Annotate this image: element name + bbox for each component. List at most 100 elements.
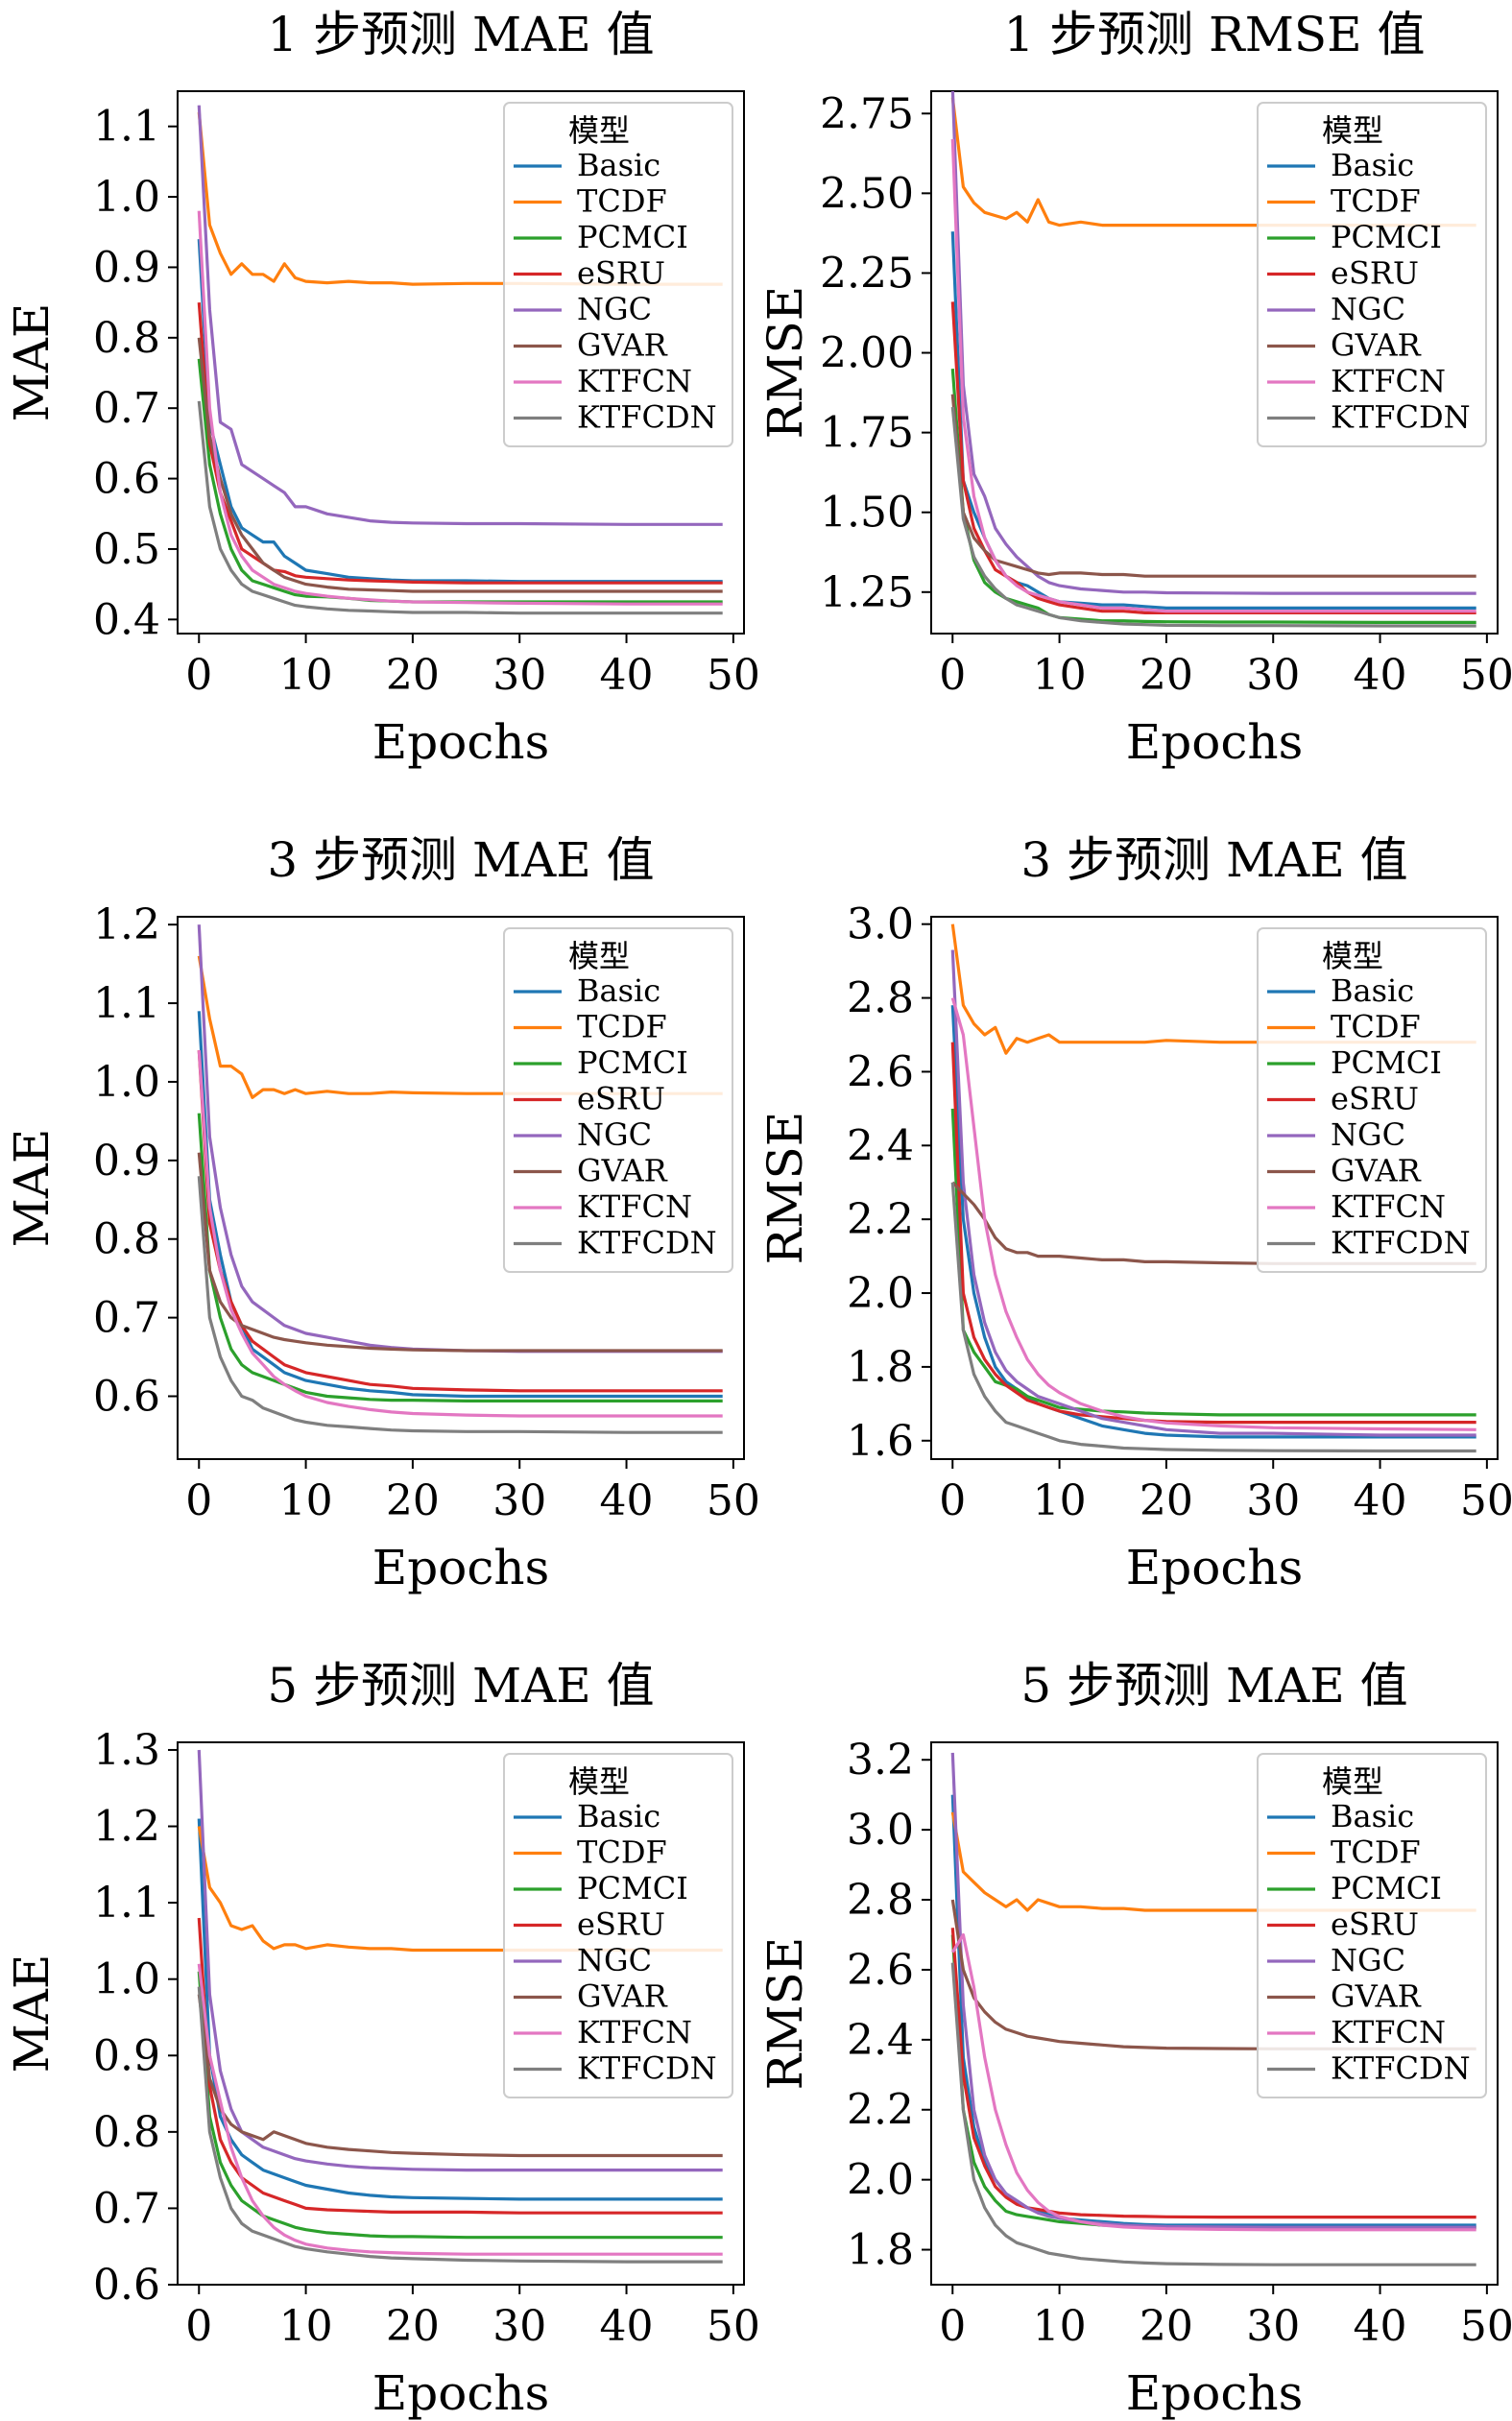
y-tick-label: 1.2 xyxy=(93,900,160,949)
y-axis-label: MAE xyxy=(4,1129,60,1248)
y-tick-label: 0.9 xyxy=(93,2031,160,2080)
legend-label: TCDF xyxy=(577,1834,667,1871)
series-line-ktfcn xyxy=(950,138,1476,613)
y-tick-label: 1.50 xyxy=(820,489,914,538)
series-group xyxy=(950,1752,1476,2266)
series-line-ktfcdn xyxy=(197,1176,723,1434)
legend-label: TCDF xyxy=(1331,1009,1421,1045)
legend-label: KTFCN xyxy=(1331,363,1446,399)
legend-label: Basic xyxy=(577,1798,660,1834)
series-line-ngc xyxy=(950,949,1476,1437)
plot-frame xyxy=(930,1741,1499,2286)
x-axis-label: Epochs xyxy=(372,2365,549,2421)
x-tick-label: 20 xyxy=(1140,1476,1193,1525)
legend-label: PCMCI xyxy=(1331,219,1442,255)
series-line-ktfcn xyxy=(950,1932,1476,2232)
x-tick-label: 50 xyxy=(1460,651,1512,700)
legend-label: NGC xyxy=(1331,291,1405,327)
legend-label: eSRU xyxy=(577,255,665,292)
x-tick-label: 40 xyxy=(600,651,654,700)
legend-label: NGC xyxy=(577,1942,652,1978)
y-tick-label: 2.50 xyxy=(820,169,914,218)
series-line-tcdf xyxy=(197,955,723,1099)
y-tick-label: 1.1 xyxy=(93,1879,160,1928)
chart-title: 1 步预测 MAE 值 xyxy=(267,7,654,62)
legend-title: 模型 xyxy=(568,938,630,974)
y-tick-label: 3.0 xyxy=(847,900,914,949)
x-tick-label: 0 xyxy=(185,1476,212,1525)
legend-label: KTFCDN xyxy=(1331,1225,1471,1261)
legend-label: PCMCI xyxy=(1331,1870,1442,1906)
series-line-esru xyxy=(197,301,723,585)
x-tick-label: 10 xyxy=(279,651,333,700)
legend-label: KTFCN xyxy=(577,1188,692,1225)
x-tick-label: 30 xyxy=(492,1476,546,1525)
legend-box xyxy=(1257,1753,1487,2098)
x-tick-label: 0 xyxy=(185,651,212,700)
x-tick-label: 0 xyxy=(185,2302,212,2351)
series-line-pcmci xyxy=(197,1113,723,1403)
legend-label: KTFCDN xyxy=(1331,399,1471,436)
legend-label: GVAR xyxy=(1331,327,1422,364)
legend-label: NGC xyxy=(577,1116,652,1153)
y-tick-label: 0.7 xyxy=(93,384,160,433)
series-line-ktfcdn xyxy=(950,1962,1476,2266)
x-tick-label: 10 xyxy=(279,2302,333,2351)
y-tick-label: 0.8 xyxy=(93,2108,160,2157)
chart-title: 1 步预测 RMSE 值 xyxy=(1003,7,1425,62)
chart-panel-2: 1 步预测 RMSE 值 0 10 20 30 40 50 1.25 1.50 1.75 2.00 2… xyxy=(757,7,1512,770)
series-line-pcmci xyxy=(950,1108,1476,1417)
y-tick-label: 2.2 xyxy=(847,2086,914,2135)
legend-box xyxy=(503,927,733,1273)
x-tick-label: 50 xyxy=(1460,1476,1512,1525)
legend-label: NGC xyxy=(577,291,652,327)
chart-title: 5 步预测 MAE 值 xyxy=(1020,1658,1407,1714)
y-tick-label: 0.5 xyxy=(93,525,160,574)
y-tick-label: 1.2 xyxy=(93,1803,160,1852)
y-tick-label: 2.00 xyxy=(820,329,914,378)
series-line-tcdf xyxy=(950,1811,1476,1912)
y-tick-label: 0.6 xyxy=(93,1372,160,1421)
series-line-ngc xyxy=(197,1749,723,2172)
series-line-ngc xyxy=(197,105,723,526)
y-tick-label: 2.25 xyxy=(820,249,914,298)
plot-frame xyxy=(930,916,1499,1460)
series-group xyxy=(950,91,1476,628)
series-line-gvar xyxy=(197,1994,723,2158)
y-tick-label: 2.6 xyxy=(847,1946,914,1995)
y-tick-label: 2.8 xyxy=(847,974,914,1023)
x-axis-label: Epochs xyxy=(1126,714,1303,770)
x-tick-label: 0 xyxy=(939,651,966,700)
series-group xyxy=(950,923,1476,1453)
series-line-gvar xyxy=(197,337,723,593)
y-tick-label: 1.8 xyxy=(847,1343,914,1392)
chart-panel-1: 1 步预测 MAE 值 0 10 20 30 40 50 0.4 0.5 0.6 0.7 0.8 0.9… xyxy=(4,7,760,770)
y-tick-label: 1.1 xyxy=(93,103,160,152)
legend-label: GVAR xyxy=(1331,1153,1422,1189)
series-line-ktfcdn xyxy=(950,406,1476,628)
series-line-ktfcdn xyxy=(197,400,723,615)
y-tick-label: 1.75 xyxy=(820,409,914,458)
x-tick-label: 50 xyxy=(707,651,760,700)
series-line-pcmci xyxy=(197,1971,723,2240)
legend-label: PCMCI xyxy=(577,1870,688,1906)
legend-label: KTFCDN xyxy=(1331,2050,1471,2087)
x-tick-label: 40 xyxy=(1354,651,1407,700)
series-line-ktfcn xyxy=(197,1963,723,2256)
series-line-ktfcn xyxy=(197,210,723,606)
legend-label: eSRU xyxy=(577,1081,665,1117)
series-line-esru xyxy=(950,1042,1476,1425)
legend-label: NGC xyxy=(1331,1116,1405,1153)
series-line-ngc xyxy=(950,1752,1476,2229)
y-tick-label: 2.6 xyxy=(847,1047,914,1096)
y-tick-label: 0.8 xyxy=(93,1215,160,1264)
x-tick-label: 20 xyxy=(1140,2302,1193,2351)
series-line-tcdf xyxy=(950,97,1476,228)
x-tick-label: 30 xyxy=(1246,1476,1300,1525)
chart-panel-5: 5 步预测 MAE 值 0 10 20 30 40 50 0.6 0.7 0.8 0.9 1.0 1.1… xyxy=(4,1658,760,2421)
